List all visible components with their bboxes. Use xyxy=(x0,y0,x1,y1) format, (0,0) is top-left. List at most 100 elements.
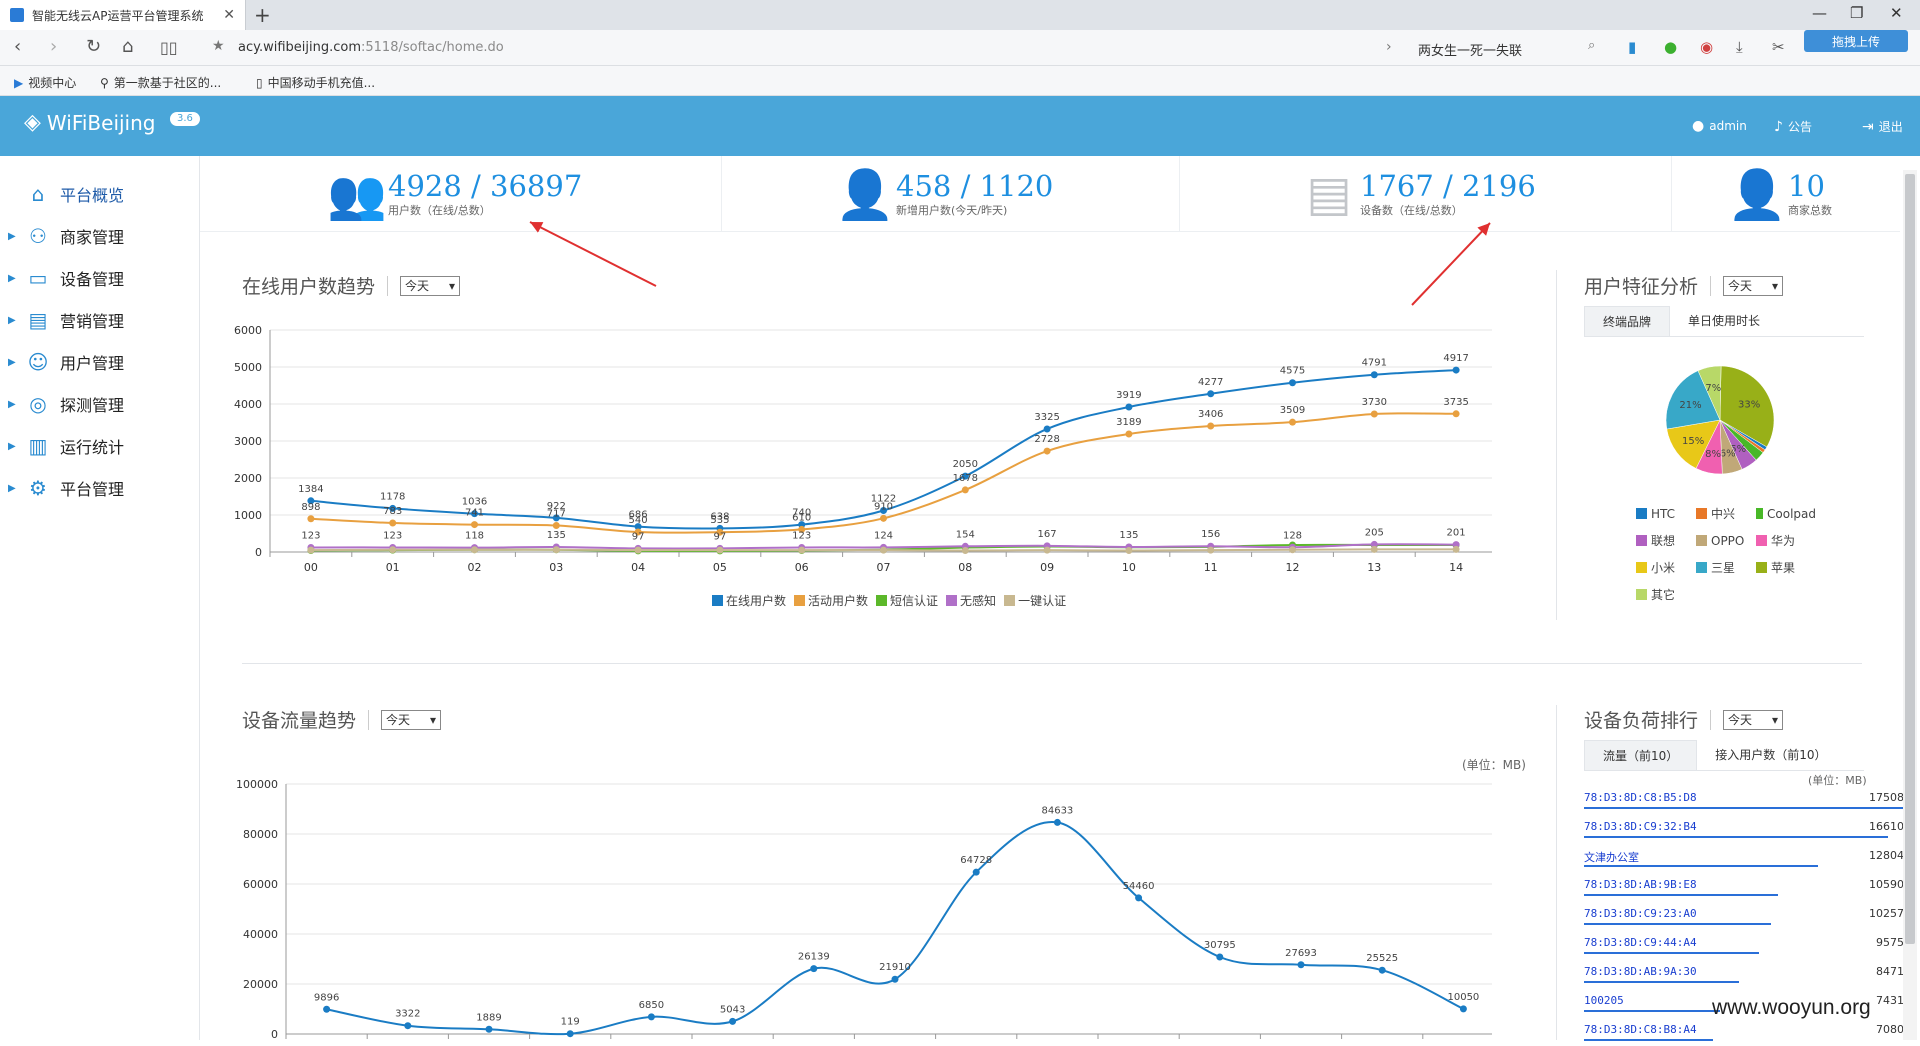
legend-item[interactable]: 苹果 xyxy=(1756,559,1816,576)
data-point xyxy=(1370,545,1378,553)
traffic-trend-title: 设备流量趋势 今天 ▾ xyxy=(242,706,442,733)
device-name-link[interactable]: 78:D3:8D:C9:32:B4 xyxy=(1584,820,1697,833)
rank-row[interactable]: 78:D3:8D:C9:44:A4 9575 xyxy=(1584,930,1904,959)
download-icon[interactable]: ⤓ xyxy=(1736,38,1743,56)
close-window-icon[interactable]: ✕ xyxy=(1890,4,1903,22)
user-menu[interactable]: ● admin xyxy=(1692,118,1747,134)
device-name-link[interactable]: 78:D3:8D:AB:9A:30 xyxy=(1584,965,1697,978)
traffic-range-select[interactable]: 今天 ▾ xyxy=(381,709,442,730)
chevron-down-icon: ▾ xyxy=(1771,278,1779,293)
data-point xyxy=(798,525,806,533)
legend-item[interactable]: 短信认证 xyxy=(876,592,938,609)
rank-row[interactable]: 78:D3:8D:C9:23:A0 10257 xyxy=(1584,901,1904,930)
pie-label: 33% xyxy=(1738,400,1760,411)
legend-item[interactable]: 无感知 xyxy=(946,592,996,609)
load-ranking-list: 78:D3:8D:C8:B5:D8 17508 78:D3:8D:C9:32:B4 1… xyxy=(1584,785,1904,1046)
data-label: 717 xyxy=(547,508,566,519)
sidebar-item-merchant[interactable]: ▶ ⚇ 商家管理 xyxy=(8,224,125,248)
legend-item[interactable]: 小米 xyxy=(1636,559,1696,576)
rank-row[interactable]: 100205 7431 xyxy=(1584,988,1904,1017)
device-name-link[interactable]: 78:D3:8D:C8:B5:D8 xyxy=(1584,791,1697,804)
app-header: ◈ WiFiBeijing 3.6 ● admin ♪ 公告 ⇥ 退出 xyxy=(0,96,1920,156)
chevron-right-icon: ▶ xyxy=(8,440,16,452)
home-page-icon[interactable]: ⌂ xyxy=(122,36,134,57)
data-label: 638 xyxy=(710,511,729,522)
logout-link[interactable]: ⇥ 退出 xyxy=(1862,118,1903,135)
legend-item[interactable]: 在线用户数 xyxy=(712,592,786,609)
logo[interactable]: ◈ WiFiBeijing xyxy=(24,110,156,135)
legend-item[interactable]: OPPO xyxy=(1696,532,1756,549)
bookmark-item[interactable]: ▯ 中国移动手机充值... xyxy=(256,75,376,91)
legend-item[interactable]: 一键认证 xyxy=(1004,592,1066,609)
back-icon[interactable]: ‹ xyxy=(14,36,22,57)
search-input[interactable]: 两女生一死一失联 xyxy=(1418,44,1523,59)
notice-link[interactable]: ♪ 公告 xyxy=(1774,118,1812,135)
device-name-link[interactable]: 文津办公室 xyxy=(1584,851,1639,864)
chevron-right-icon: ▶ xyxy=(8,230,16,242)
page-scrollbar[interactable] xyxy=(1903,170,1917,1040)
device-name-link[interactable]: 78:D3:8D:C8:B8:A4 xyxy=(1584,1023,1697,1036)
sidebar-item-device[interactable]: ▶ ▭ 设备管理 xyxy=(8,266,125,290)
online-range-select[interactable]: 今天 ▾ xyxy=(400,275,461,296)
data-point xyxy=(389,519,397,527)
rank-row[interactable]: 78:D3:8D:C9:32:B4 16610 xyxy=(1584,814,1904,843)
data-point xyxy=(961,486,969,494)
load-range-select[interactable]: 今天 ▾ xyxy=(1723,709,1784,730)
tab-traffic-top10[interactable]: 流量（前10） xyxy=(1584,740,1698,770)
bookmark-item[interactable]: ⚲ 第一款基于社区的... xyxy=(100,75,222,91)
legend-item[interactable]: 华为 xyxy=(1756,532,1816,549)
tab-brand[interactable]: 终端品牌 xyxy=(1584,306,1671,336)
device-name-link[interactable]: 78:D3:8D:C9:44:A4 xyxy=(1584,936,1697,949)
device-name-link[interactable]: 100205 xyxy=(1584,994,1624,1007)
wechat-icon[interactable]: ● xyxy=(1664,38,1678,56)
device-name-link[interactable]: 78:D3:8D:C9:23:A0 xyxy=(1584,907,1697,920)
new-tab-icon[interactable]: + xyxy=(254,3,271,27)
data-point xyxy=(307,515,315,523)
phone-icon[interactable]: ▮ xyxy=(1628,38,1637,56)
address-bar[interactable]: acy.wifibeijing.com:5118/softac/home.do xyxy=(238,40,504,55)
sidebar-item-user[interactable]: ▶ ☺ 用户管理 xyxy=(8,350,125,374)
minimize-icon[interactable]: — xyxy=(1812,4,1827,22)
y-tick-label: 20000 xyxy=(243,978,278,991)
extension-icon[interactable]: ◉ xyxy=(1700,38,1714,56)
legend-item[interactable]: Coolpad xyxy=(1756,505,1816,522)
upload-button[interactable]: 拖拽上传 xyxy=(1804,30,1908,52)
data-label: 4791 xyxy=(1362,358,1387,369)
data-label: 154 xyxy=(956,529,975,540)
chevron-right-icon[interactable]: › xyxy=(1386,39,1392,55)
rank-row[interactable]: 78:D3:8D:AB:9B:E8 10590 xyxy=(1584,872,1904,901)
sidebar-item-stats[interactable]: ▶ ▥ 运行统计 xyxy=(8,434,125,458)
bookmark-item[interactable]: ▶ 视频中心 xyxy=(14,75,77,91)
stat-label: 新增用户数(今天/昨天) xyxy=(896,204,1008,217)
sidebar-item-overview[interactable]: ⌂ 平台概览 xyxy=(0,176,200,212)
restore-icon[interactable]: ❐ xyxy=(1850,4,1864,22)
rank-row[interactable]: 78:D3:8D:C8:B5:D8 17508 xyxy=(1584,785,1904,814)
scissors-icon[interactable]: ✂ xyxy=(1772,38,1785,56)
rank-row[interactable]: 78:D3:8D:C8:B8:A4 7080 xyxy=(1584,1017,1904,1046)
tab-users-top10[interactable]: 接入用户数（前10） xyxy=(1715,748,1827,762)
forward-icon[interactable]: › xyxy=(50,36,58,57)
tab-duration[interactable]: 单日使用时长 xyxy=(1688,314,1761,328)
reload-icon[interactable]: ↻ xyxy=(86,36,102,57)
rank-row[interactable]: 文津办公室 12804 xyxy=(1584,843,1904,872)
stat-users: 👥 4928 / 36897 用户数（在线/总数） xyxy=(200,156,722,232)
traffic-value: 10257 xyxy=(1869,907,1904,920)
close-tab-icon[interactable]: ✕ xyxy=(223,7,235,23)
scrollbar-thumb[interactable] xyxy=(1905,174,1915,944)
legend-item[interactable]: 三星 xyxy=(1696,559,1756,576)
legend-item[interactable]: 中兴 xyxy=(1696,505,1756,522)
legend-item[interactable]: 联想 xyxy=(1636,532,1696,549)
legend-item[interactable]: 活动用户数 xyxy=(794,592,868,609)
rank-row[interactable]: 78:D3:8D:AB:9A:30 8471 xyxy=(1584,959,1904,988)
sidebar-item-marketing[interactable]: ▶ ▤ 营销管理 xyxy=(8,308,125,332)
sidebar-item-platform[interactable]: ▶ ⚙ 平台管理 xyxy=(8,476,125,500)
legend-item[interactable]: 其它 xyxy=(1636,586,1696,603)
sidebar-item-probe[interactable]: ▶ ◎ 探测管理 xyxy=(8,392,125,416)
device-name-link[interactable]: 78:D3:8D:AB:9B:E8 xyxy=(1584,878,1697,891)
feature-range-select[interactable]: 今天 ▾ xyxy=(1723,275,1784,296)
legend-item[interactable]: HTC xyxy=(1636,505,1696,522)
reader-icon[interactable]: ▯▯ xyxy=(160,38,178,57)
bookmark-star-icon[interactable]: ★ xyxy=(212,38,225,54)
browser-tab[interactable]: 智能无线云AP运营平台管理系统 ✕ xyxy=(0,0,246,30)
search-icon[interactable]: ⌕ xyxy=(1588,38,1596,53)
